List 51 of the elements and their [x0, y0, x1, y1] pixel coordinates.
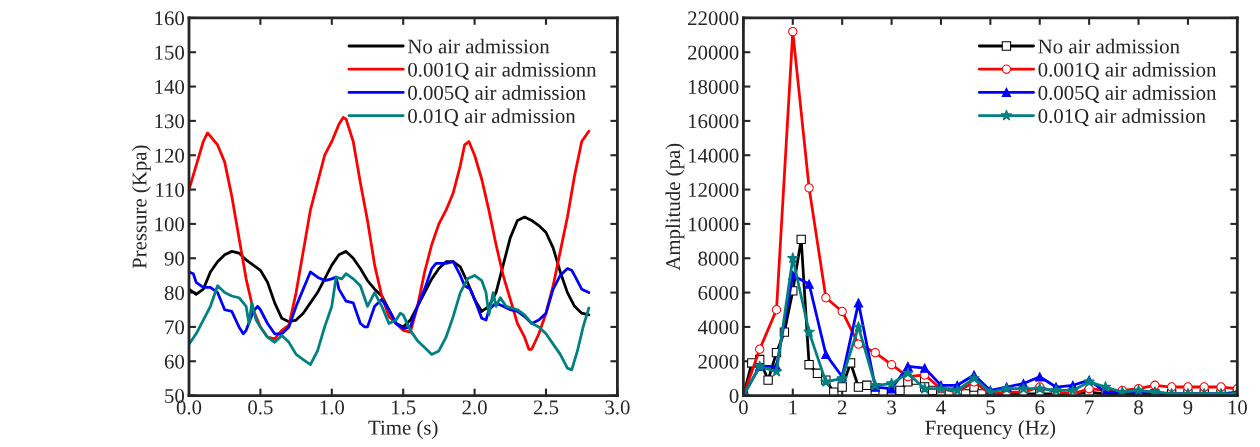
- x-tick-label: 1: [789, 400, 797, 415]
- x-tick-label: 3.0: [605, 400, 630, 415]
- y-tick-label: 90: [164, 251, 185, 266]
- y-tick-label: 60: [164, 354, 185, 369]
- x-tick-label: 2.5: [533, 400, 559, 415]
- x-tick-label: 10: [1228, 400, 1247, 415]
- x-tick-label: 3: [887, 400, 896, 415]
- legend-label: 0.01Q air admission: [1038, 108, 1206, 127]
- x-tick-label: 1.5: [392, 400, 416, 415]
- x-tick-label: 0.5: [248, 400, 273, 415]
- x-tick-label: 4: [936, 400, 946, 415]
- y-tick-label: 22000: [688, 11, 739, 26]
- x-tick-label: 1.0: [320, 400, 345, 415]
- y-tick-label: 130: [155, 114, 185, 129]
- x-tick-label: 5: [986, 400, 995, 415]
- y-tick-label: 140: [155, 79, 185, 94]
- x-tick-label: 8: [1134, 400, 1143, 415]
- x-axis-title: Time (s): [368, 420, 438, 439]
- y-tick-label: 16000: [688, 114, 739, 129]
- y-tick-label: 70: [165, 320, 185, 335]
- y-tick-label: 100: [155, 217, 185, 232]
- y-tick-label: 80: [164, 285, 185, 301]
- x-tick-label: 2: [837, 400, 847, 415]
- y-tick-label: 120: [155, 148, 185, 163]
- y-axis-title: Pressure (Kpa): [131, 145, 151, 269]
- y-tick-label: 2000: [698, 354, 739, 369]
- y-tick-label: 8000: [698, 251, 739, 266]
- x-tick-label: 9: [1183, 400, 1193, 415]
- legend-label: 0.005Q air admission: [1038, 85, 1217, 104]
- x-tick-label: 6: [1035, 400, 1045, 415]
- legend-label: No air admission: [407, 38, 550, 54]
- y-tick-label: 10000: [688, 217, 739, 232]
- y-tick-label: 150: [155, 45, 185, 60]
- y-tick-label: 14000: [688, 148, 739, 163]
- legend-label: 0.001Q air admissionn: [408, 62, 597, 80]
- y-tick-label: 4000: [697, 320, 739, 335]
- y-tick-label: 6000: [698, 285, 739, 301]
- y-axis-title: Amplitude (pa): [665, 143, 685, 271]
- y-tick-label: 0: [729, 388, 739, 404]
- x-tick-label: 7: [1085, 400, 1094, 415]
- x-axis-title: Frequency (Hz): [925, 420, 1056, 439]
- legend-label: 0.005Q air admission: [408, 85, 586, 104]
- x-tick-label: 2.0: [462, 400, 487, 415]
- y-tick-label: 18000: [688, 79, 739, 94]
- y-tick-label: 160: [155, 11, 185, 26]
- legend-label: 0.001Q air admission: [1038, 62, 1217, 80]
- y-tick-label: 110: [156, 182, 185, 197]
- y-tick-label: 20000: [688, 45, 739, 60]
- legend-label: 0.01Q air admission: [408, 108, 576, 127]
- y-tick-label: 12000: [688, 182, 739, 197]
- legend-label: No air admission: [1038, 38, 1180, 54]
